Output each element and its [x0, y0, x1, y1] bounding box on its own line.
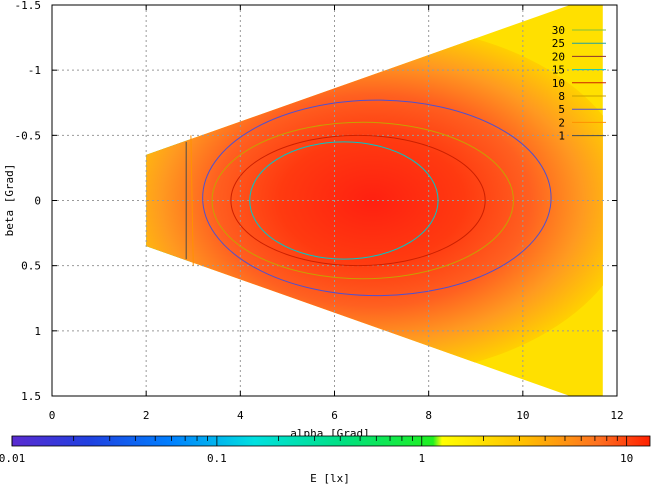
y-tick-label: -1.5 [15, 0, 42, 12]
x-tick-label: 0 [49, 409, 56, 422]
x-tick-label: 2 [143, 409, 150, 422]
legend-label: 30 [552, 24, 565, 37]
colorbar-tick-label: 0.1 [207, 452, 227, 465]
y-axis-label: beta [Grad] [3, 164, 16, 237]
y-tick-label: 0 [34, 195, 41, 208]
y-axis: -1.5 -1 -0.5 0 0.5 1 1.5 [15, 0, 617, 403]
x-tick-label: 4 [237, 409, 244, 422]
x-tick-label: 6 [331, 409, 338, 422]
legend-label: 15 [552, 64, 565, 77]
legend-label: 2 [558, 116, 565, 129]
colorbar-tick-label: 0.01 [0, 452, 25, 465]
legend-label: 8 [558, 90, 565, 103]
contour-5 [202, 99, 552, 297]
x-tick-label: 8 [425, 409, 432, 422]
legend-label: 10 [552, 77, 565, 90]
x-tick-label: 12 [610, 409, 623, 422]
y-tick-label: 1 [34, 325, 41, 338]
colorbar-label: E [lx] [310, 472, 350, 485]
colorbar-tick-label: 1 [418, 452, 425, 465]
colorbar-tick-label: 10 [620, 452, 633, 465]
legend-label: 1 [558, 130, 565, 143]
legend-label: 25 [552, 37, 565, 50]
legend-label: 20 [552, 50, 565, 63]
colorbar [11, 435, 651, 447]
y-tick-label: -1 [28, 64, 41, 77]
grid [52, 5, 617, 396]
contour-10 [230, 134, 486, 267]
legend-label: 5 [558, 103, 565, 116]
y-tick-label: 0.5 [21, 260, 41, 273]
contour-15 [249, 141, 439, 260]
x-tick-label: 10 [516, 409, 529, 422]
contour-2 [190, 135, 194, 266]
contour-lines [185, 99, 552, 297]
x-axis: 0 2 4 6 8 10 12 [49, 5, 624, 422]
colorbar-ticks: 0.01 0.1 1 10 [0, 436, 633, 465]
y-tick-label: -0.5 [15, 129, 42, 142]
contour-8 [211, 121, 514, 280]
y-tick-label: 1.5 [21, 390, 41, 403]
